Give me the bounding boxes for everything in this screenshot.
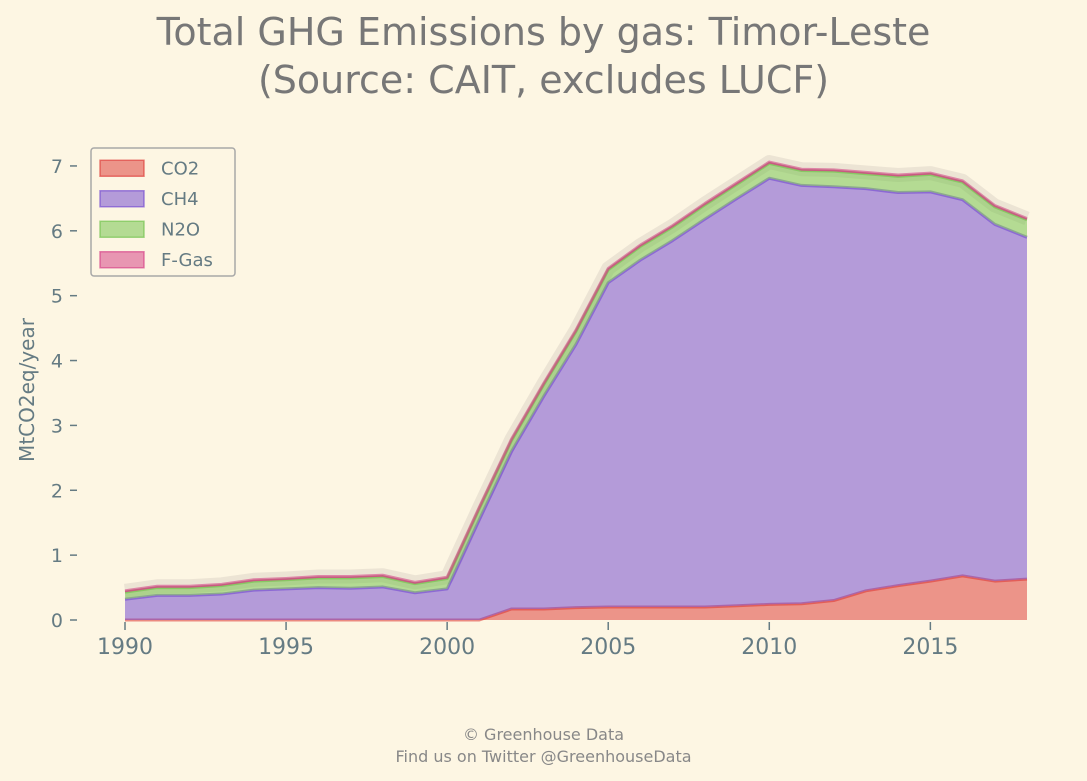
legend-swatch-n2o (99, 220, 145, 238)
line-f-gas (124, 160, 1028, 593)
legend-label-ch4: CH4 (161, 189, 199, 210)
x-tick-label-1990: 1990 (97, 635, 153, 660)
y-tick-label-4: 4 (51, 351, 63, 373)
area-co2 (125, 575, 1027, 620)
legend-swatch-f-gas (99, 251, 145, 269)
y-tick-label-3: 3 (51, 415, 63, 437)
y-tick-label-2: 2 (51, 480, 63, 502)
y-tick-label-1: 1 (51, 545, 63, 567)
footer: © Greenhouse Data Find us on Twitter @Gr… (0, 724, 1087, 768)
x-tick-label-2010: 2010 (741, 635, 797, 660)
x-tick-label-2005: 2005 (580, 635, 636, 660)
footer-twitter: Find us on Twitter @GreenhouseData (395, 747, 692, 766)
x-tick-label-2000: 2000 (419, 635, 475, 660)
legend-label-n2o: N2O (161, 219, 200, 240)
footer-copyright: © Greenhouse Data (462, 725, 625, 744)
y-tick-label-7: 7 (51, 156, 63, 178)
chart-title-line-1: Total GHG Emissions by gas: Timor-Leste (156, 10, 931, 54)
chart-title: Total GHG Emissions by gas: Timor-Leste … (0, 8, 1087, 104)
y-tick-label-6: 6 (51, 221, 63, 243)
legend-box (90, 147, 236, 277)
x-tick-label-2015: 2015 (902, 635, 958, 660)
chart-title-line-2: (Source: CAIT, excludes LUCF) (257, 58, 830, 102)
legend-swatch-co2 (99, 159, 145, 177)
y-axis-label: MtCO2eq/year (15, 317, 39, 462)
area-ch4 (125, 178, 1027, 620)
legend-label-f-gas: F-Gas (161, 250, 213, 271)
y-tick-label-5: 5 (51, 286, 63, 308)
legend-label-co2: CO2 (161, 158, 199, 179)
y-tick-label-0: 0 (51, 610, 63, 632)
x-tick-label-1995: 1995 (258, 635, 314, 660)
legend-swatch-ch4 (99, 190, 145, 208)
